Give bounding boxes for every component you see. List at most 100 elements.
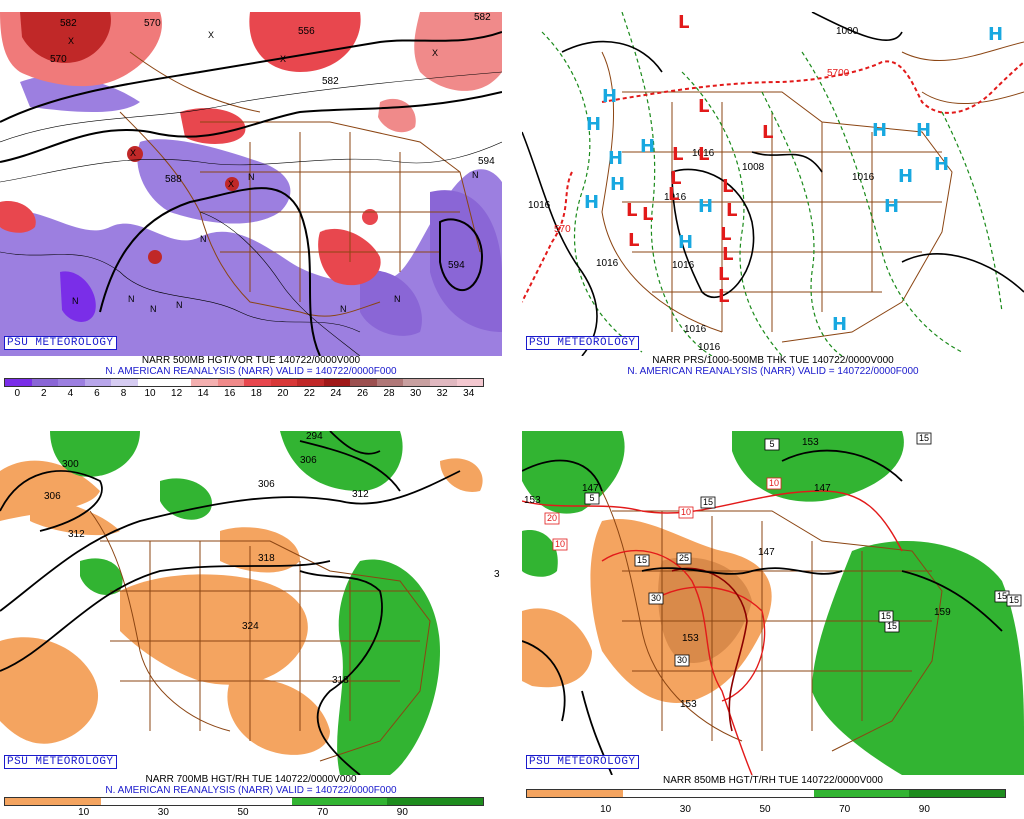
high-pressure-marker: H <box>610 174 625 195</box>
caption-line1: NARR 500MB HGT/VOR TUE 140722/0000V000 <box>141 355 361 366</box>
svg-text:5: 5 <box>589 493 594 503</box>
vort-purple-deep <box>60 271 96 322</box>
vort-max-marker: X <box>68 36 74 46</box>
temperature-box: 5 <box>584 492 600 505</box>
temperature-box: 10 <box>766 477 782 490</box>
colorbar-tick-label: 0 <box>14 388 21 399</box>
vort-min-marker: N <box>176 300 183 310</box>
vort-min-marker: N <box>200 234 207 244</box>
isobar-label: 1016 <box>596 258 619 269</box>
low-pressure-marker: L <box>678 12 689 33</box>
contour-label: 300 <box>62 459 79 470</box>
dry-area <box>522 608 592 688</box>
dry-area <box>0 637 99 744</box>
caption-line1: NARR 700MB HGT/RH TUE 140722/0000V000 <box>145 774 357 785</box>
high-pressure-marker: H <box>898 166 913 187</box>
colorbar-tick-label: 26 <box>356 388 369 399</box>
rh700-colorbar-ticks: 10 30 50 70 90 <box>4 807 482 819</box>
credit-label: PSU METEOROLOGY <box>4 336 117 350</box>
vort-min-marker: N <box>394 294 401 304</box>
colorbar-tick-label: 4 <box>67 388 74 399</box>
low-pressure-marker: L <box>722 176 733 197</box>
colorbar-tick-label: 90 <box>918 804 930 815</box>
colorbar-tick-label: 14 <box>197 388 209 399</box>
high-pressure-marker: H <box>916 120 931 141</box>
contour-label: 3 <box>494 569 500 580</box>
low-pressure-marker: L <box>672 144 683 165</box>
temperature-box: 30 <box>648 592 664 605</box>
high-pressure-marker: H <box>872 120 887 141</box>
colorbar-tick-label: 30 <box>679 804 691 815</box>
contour-label-588: 588 <box>165 174 182 185</box>
colorbar-tick-label: 6 <box>94 388 100 399</box>
vort-max-marker: X <box>228 179 234 189</box>
contour-label-582: 582 <box>60 18 77 29</box>
vort-purple-area <box>430 190 502 332</box>
contour-label: 306 <box>300 455 317 466</box>
colorbar-tick-label: 30 <box>410 388 422 399</box>
panel-700mb-rh: 300 306 312 306 306 312 318 324 318 294 … <box>0 419 502 819</box>
moist-area <box>812 541 1024 775</box>
vort-max-marker: X <box>208 30 214 40</box>
isobar-label: 1000 <box>836 26 859 37</box>
colorbar-tick-label: 70 <box>839 804 851 815</box>
vort-red-core <box>20 12 111 63</box>
colorbar-tick-label: 2 <box>41 388 47 399</box>
vort-min-marker: N <box>472 170 479 180</box>
temperature-box: 15 <box>1006 594 1022 607</box>
svg-text:15: 15 <box>919 433 929 443</box>
temperature-box: 10 <box>552 538 568 551</box>
contour-label: 318 <box>258 553 275 564</box>
vort-min-marker: N <box>248 172 255 182</box>
rh700-map-svg: 300 306 312 306 306 312 318 324 318 294 … <box>0 431 500 775</box>
height-label: 153 <box>682 633 699 644</box>
panel-500mb-vorticity: 570 556 582 594 594 570 588 582 582 X X … <box>0 0 502 400</box>
height-label: 147 <box>582 483 599 494</box>
colorbar-tick-label: 50 <box>759 804 771 815</box>
vort-max-marker: X <box>280 54 286 64</box>
panel-850mb-temp-rh: 147 153 147 147 153 153 159 153 15 5 15 10 2… <box>522 419 1024 819</box>
vorticity-colorbar <box>4 378 484 387</box>
low-pressure-marker: L <box>642 204 653 225</box>
credit-label: PSU METEOROLOGY <box>526 336 639 350</box>
thickness-label: 570 <box>554 224 571 235</box>
caption-line2: N. AMERICAN REANALYSIS (NARR) VALID = 14… <box>105 785 397 796</box>
vort-max-marker: X <box>130 148 136 158</box>
svg-text:15: 15 <box>703 497 713 507</box>
vort-red-area <box>378 98 416 133</box>
caption-line1: NARR PRS/1000-500MB THK TUE 140722/0000V… <box>652 355 894 366</box>
vort-red-area <box>249 12 361 72</box>
contour-label-594: 594 <box>448 260 465 271</box>
panel-pressure-thickness: 1000 5700 1016 1016 1008 1016 1016 1016 … <box>522 0 1024 400</box>
thickness-5700-line <box>522 60 1024 303</box>
dry-area <box>220 527 300 573</box>
temperature-box: 15 <box>884 620 900 633</box>
vort-min-marker: N <box>150 304 157 314</box>
colorbar-tick-label: 90 <box>396 807 408 818</box>
contour-label: 306 <box>258 479 275 490</box>
height-label: 147 <box>814 483 831 494</box>
temperature-box: 15 <box>878 610 894 623</box>
high-pressure-marker: H <box>832 314 847 335</box>
height-label: 153 <box>524 495 541 506</box>
low-pressure-marker: L <box>670 168 681 189</box>
contour-label-594: 594 <box>478 156 495 167</box>
high-pressure-marker: H <box>678 232 693 253</box>
vort-min-marker: N <box>72 296 79 306</box>
dry-area <box>440 458 483 492</box>
high-pressure-marker: H <box>584 192 599 213</box>
contour-label-582: 582 <box>322 76 339 87</box>
colorbar-tick-label: 34 <box>463 388 475 399</box>
low-pressure-marker: L <box>698 96 709 117</box>
temperature-box: 5 <box>764 438 780 451</box>
svg-text:30: 30 <box>677 655 687 665</box>
high-pressure-marker: H <box>586 114 601 135</box>
low-pressure-marker: L <box>720 224 731 245</box>
caption-line2: N. AMERICAN REANALYSIS (NARR) VALID = 14… <box>627 366 919 377</box>
colorbar-tick-label: 22 <box>303 388 315 399</box>
colorbar-tick-label: 30 <box>157 807 169 818</box>
vort-min-marker: N <box>128 294 135 304</box>
colorbar-tick-label: 24 <box>330 388 342 399</box>
svg-text:10: 10 <box>681 507 691 517</box>
